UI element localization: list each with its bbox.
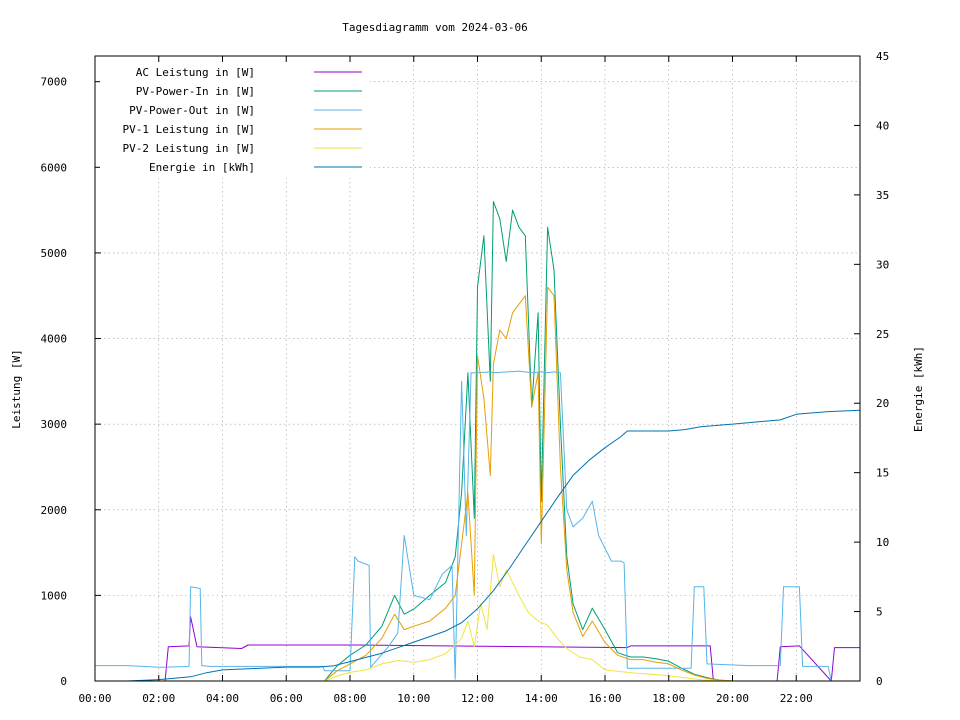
x-tick-label: 16:00 [588,692,621,705]
legend-label: PV-Power-In in [W] [136,85,255,98]
series-line-2 [95,370,860,682]
y-tick-label: 2000 [41,504,68,517]
x-tick-label: 10:00 [397,692,430,705]
series-line-5 [95,409,861,682]
y-tick-label: 1000 [41,589,68,602]
x-tick-label: 14:00 [525,692,558,705]
x-tick-label: 08:00 [333,692,366,705]
y2-tick-label: 10 [876,536,889,549]
axis-ticks: 00:00 02:00 04:00 06:00 08:00 10:00 12:00 14:00… [41,50,890,705]
series-line-4 [95,553,860,682]
y-tick-label: 4000 [41,333,68,346]
y-axis-label: Leistung [W] [10,349,23,428]
y2-tick-label: 30 [876,258,889,271]
y2-tick-label: 45 [876,50,889,63]
x-tick-label: 18:00 [652,692,685,705]
legend-label: PV-Power-Out in [W] [129,104,255,117]
x-tick-label: 04:00 [206,692,239,705]
y2-tick-label: 25 [876,328,889,341]
y2-axis-label: Energie [kWh] [912,346,925,432]
legend-box [100,62,370,178]
x-tick-label: 12:00 [461,692,494,705]
y2-tick-label: 5 [876,606,883,619]
series-line-1 [95,201,860,682]
y-tick-label: 5000 [41,247,68,260]
x-tick-label: 22:00 [780,692,813,705]
series-lines [95,201,861,682]
y-tick-label: 3000 [41,418,68,431]
legend-label: PV-1 Leistung in [W] [123,123,255,136]
y2-tick-label: 0 [876,675,883,688]
y2-tick-label: 35 [876,189,889,202]
y-tick-label: 7000 [41,76,68,89]
x-tick-label: 06:00 [270,692,303,705]
y2-tick-label: 40 [876,119,889,132]
legend-label: PV-2 Leistung in [W] [123,142,255,155]
legend: AC Leistung in [W] PV-Power-In in [W] PV-P… [100,62,370,178]
x-tick-label: 20:00 [716,692,749,705]
chart-title: Tagesdiagramm vom 2024-03-06 [342,21,527,34]
x-tick-label: 00:00 [78,692,111,705]
y-tick-label: 0 [60,675,67,688]
legend-label: Energie in [kWh] [149,161,255,174]
legend-label: AC Leistung in [W] [136,66,255,79]
series-line-3 [95,286,860,682]
y2-tick-label: 15 [876,467,889,480]
y-tick-label: 6000 [41,161,68,174]
y2-tick-label: 20 [876,397,889,410]
x-tick-label: 02:00 [142,692,175,705]
